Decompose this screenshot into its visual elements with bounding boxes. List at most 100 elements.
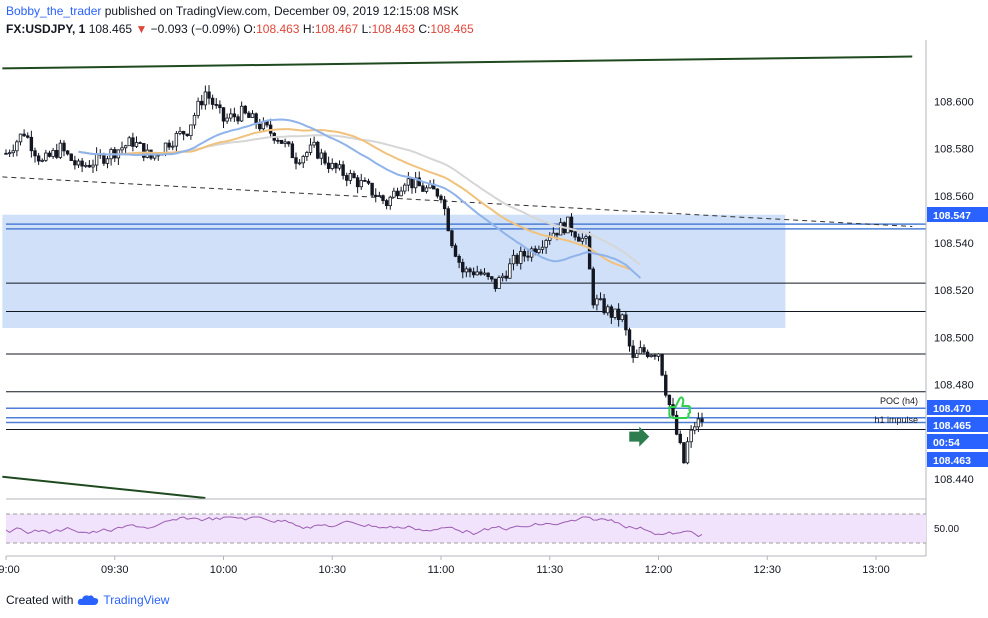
candle-body <box>425 188 428 192</box>
candle-body <box>284 142 287 144</box>
candle-body <box>628 330 631 346</box>
candle-body <box>168 143 171 147</box>
candle-body <box>697 419 700 427</box>
rsi-level-label: 50.00 <box>934 524 959 535</box>
candle-body <box>26 136 29 138</box>
candle-body <box>403 185 406 191</box>
poc-h4-label: POC (h4) <box>880 396 918 406</box>
low-value: 108.463 <box>372 22 415 36</box>
candle-body <box>59 143 62 157</box>
candle-body <box>632 346 635 357</box>
price-tag-label: 108.470 <box>933 403 971 415</box>
candle-body <box>581 238 584 241</box>
candle-body <box>411 179 414 188</box>
candle-body <box>447 209 450 231</box>
y-tick-label: 108.480 <box>934 380 974 392</box>
candle-body <box>244 106 247 113</box>
price-tag-label: 108.463 <box>933 455 971 467</box>
price-chart[interactable]: POC (h4) h1 impulse 50.00 108.600 108.580 108… <box>0 40 988 585</box>
candle-body <box>476 272 479 275</box>
candle-body <box>81 161 84 166</box>
candle-body <box>599 299 602 300</box>
price-tag-label: 108.465 <box>933 420 971 432</box>
candle-body <box>5 153 8 154</box>
candle-body <box>635 354 638 358</box>
candle-body <box>621 315 624 320</box>
candle-body <box>338 165 341 168</box>
candle-body <box>614 309 617 317</box>
price-tag-label: 108.547 <box>933 210 971 222</box>
candle-body <box>480 272 483 274</box>
candle-body <box>331 163 334 168</box>
tradingview-link[interactable]: TradingView <box>103 593 169 607</box>
candle-body <box>378 196 381 197</box>
candle-body <box>237 117 240 121</box>
y-tick-label: 108.560 <box>934 191 974 203</box>
open-label: O: <box>243 22 256 36</box>
candle-body <box>251 114 254 118</box>
candle-body <box>88 165 91 167</box>
candle-body <box>494 279 497 289</box>
candle-body <box>393 191 396 197</box>
candle-body <box>374 195 377 196</box>
low-label: L: <box>362 22 372 36</box>
price-change: −0.093 (−0.09%) <box>151 22 240 36</box>
candle-body <box>690 430 693 442</box>
candle-body <box>592 269 595 305</box>
candle-body <box>385 201 388 206</box>
candle-body <box>313 142 316 145</box>
y-tick-label: 108.540 <box>934 238 974 250</box>
candle-body <box>454 246 457 257</box>
candle-body <box>679 434 682 442</box>
candle-body <box>37 156 40 161</box>
candle-body <box>512 255 515 263</box>
candle-body <box>458 256 461 262</box>
candle-body <box>92 165 95 167</box>
candle-body <box>664 375 667 395</box>
publish-info: Bobby_the_trader published on TradingVie… <box>6 4 459 18</box>
candle-body <box>545 240 548 247</box>
candle-body <box>701 419 704 422</box>
candle-body <box>342 165 345 176</box>
candle-body <box>240 106 243 121</box>
candle-body <box>443 200 446 209</box>
candle-body <box>603 299 606 313</box>
candle-body <box>668 395 671 404</box>
candle-body <box>208 92 211 98</box>
candle-body <box>52 150 55 156</box>
candle-body <box>23 134 26 136</box>
candle-body <box>461 262 464 272</box>
candle-body <box>204 92 207 105</box>
candle-body <box>48 153 51 156</box>
candle-body <box>197 101 200 115</box>
candle-body <box>465 269 468 272</box>
candle-body <box>19 134 22 142</box>
candle-body <box>103 155 106 163</box>
candle-body <box>693 427 696 430</box>
created-with-text: Created with <box>6 593 73 607</box>
candle-body <box>219 105 222 108</box>
candle-body <box>291 144 294 158</box>
candle-body <box>16 142 19 151</box>
candle-body <box>367 181 370 183</box>
tradingview-cloud-icon <box>77 594 99 606</box>
candle-body <box>45 153 48 160</box>
y-tick-label: 108.500 <box>934 332 974 344</box>
candle-body <box>657 354 660 356</box>
y-tick-label: 108.440 <box>934 474 974 486</box>
candle-body <box>124 146 127 148</box>
candle-body <box>371 183 374 195</box>
candle-body <box>121 148 124 150</box>
y-tick-label: 108.580 <box>934 144 974 156</box>
symbol-ohlc: FX:USDJPY, 1 108.465 ▼ −0.093 (−0.09%) O… <box>6 22 474 36</box>
x-tick-label: 10:30 <box>318 564 346 576</box>
candle-body <box>132 138 135 147</box>
author-link[interactable]: Bobby_the_trader <box>6 4 101 18</box>
candle-body <box>77 161 80 165</box>
candle-body <box>171 146 174 147</box>
candle-body <box>654 355 657 356</box>
candle-body <box>200 101 203 105</box>
candle-body <box>95 154 98 165</box>
candle-body <box>327 163 330 168</box>
candle-body <box>686 442 689 463</box>
